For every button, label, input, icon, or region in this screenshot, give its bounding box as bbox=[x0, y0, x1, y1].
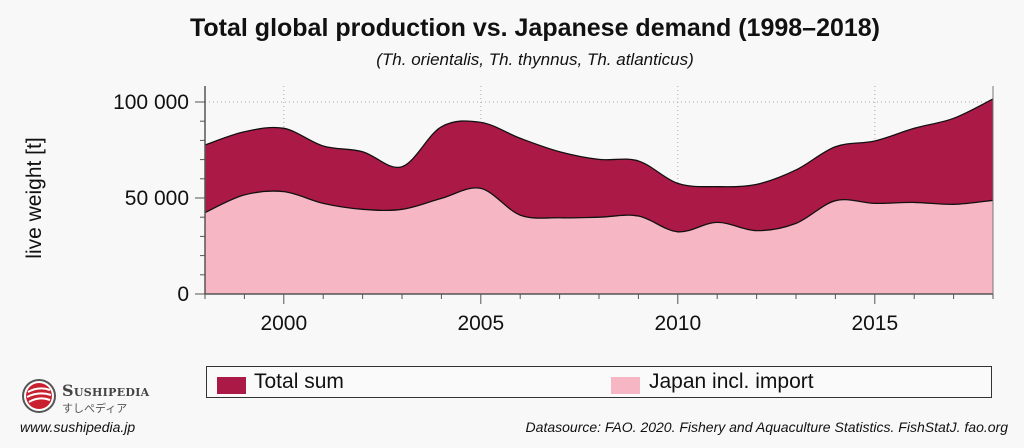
brand-url[interactable]: www.sushipedia.jp bbox=[20, 419, 136, 435]
brand-name: Sushipedia bbox=[62, 381, 150, 400]
brand-kana: すしぺディア bbox=[62, 403, 128, 415]
y-tick-label: 0 bbox=[177, 283, 189, 306]
area-japan bbox=[205, 187, 993, 294]
line-total bbox=[204, 98, 994, 188]
y-tick-label: 100 000 bbox=[113, 91, 189, 114]
x-tick-label: 2015 bbox=[851, 312, 898, 335]
y-tick-label: 50 000 bbox=[125, 187, 189, 210]
x-tick-label: 2005 bbox=[457, 312, 504, 335]
legend: Total sum Japan incl. import bbox=[206, 366, 992, 398]
legend-swatch-total bbox=[217, 377, 246, 394]
sushipedia-logo-icon bbox=[22, 379, 56, 413]
line-japan bbox=[204, 187, 994, 233]
x-tick-label: 2000 bbox=[260, 312, 307, 335]
x-tick-label: 2010 bbox=[654, 312, 701, 335]
legend-swatch-japan bbox=[611, 377, 640, 394]
legend-label-japan: Japan incl. import bbox=[649, 370, 814, 393]
chart-title: Total global production vs. Japanese dem… bbox=[189, 14, 881, 42]
chart-area: 0 50 000 100 000 2000 2005 2010 2015 bbox=[113, 86, 994, 335]
chart-subtitle: (Th. orientalis, Th. thynnus, Th. atlant… bbox=[376, 50, 694, 69]
data-source: Datasource: FAO. 2020. Fishery and Aquac… bbox=[525, 419, 1008, 435]
legend-label-total: Total sum bbox=[254, 370, 344, 393]
